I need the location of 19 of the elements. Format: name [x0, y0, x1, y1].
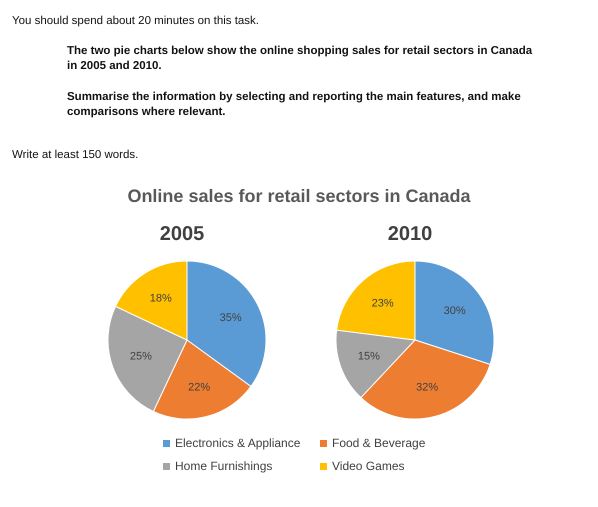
text: You should spend about 20 minutes on this task. — [12, 14, 259, 29]
data-label: 25% — [130, 350, 152, 363]
slice-label: 2005 — [158, 223, 206, 247]
legend-label: Home Furnishings — [175, 459, 272, 473]
data-label: 18% — [150, 292, 172, 305]
data-label: 35% — [220, 312, 242, 324]
data-label: 30% — [444, 305, 466, 318]
data-label: 32% — [416, 381, 438, 394]
data-label: 23% — [372, 297, 394, 310]
legend-label: Electronics & Appliance — [175, 436, 300, 450]
data-label: 22% — [188, 381, 210, 394]
text: The two pie charts below show the online shopping sales for retail sectors in Canada in 2005 and 2010. — [67, 44, 534, 74]
data-label: 15% — [358, 350, 380, 363]
text: Write at least 150 words. — [12, 148, 138, 163]
legend-label: Video Games — [332, 459, 404, 473]
chart-title: Online sales for retail sectors in Canada — [126, 186, 472, 207]
text: Summarise the information by selecting and reporting the main features, and make comparisons where relevant. — [67, 90, 522, 120]
legend-label: Food & Beverage — [332, 436, 426, 450]
slice-label: 2010 — [386, 223, 434, 247]
